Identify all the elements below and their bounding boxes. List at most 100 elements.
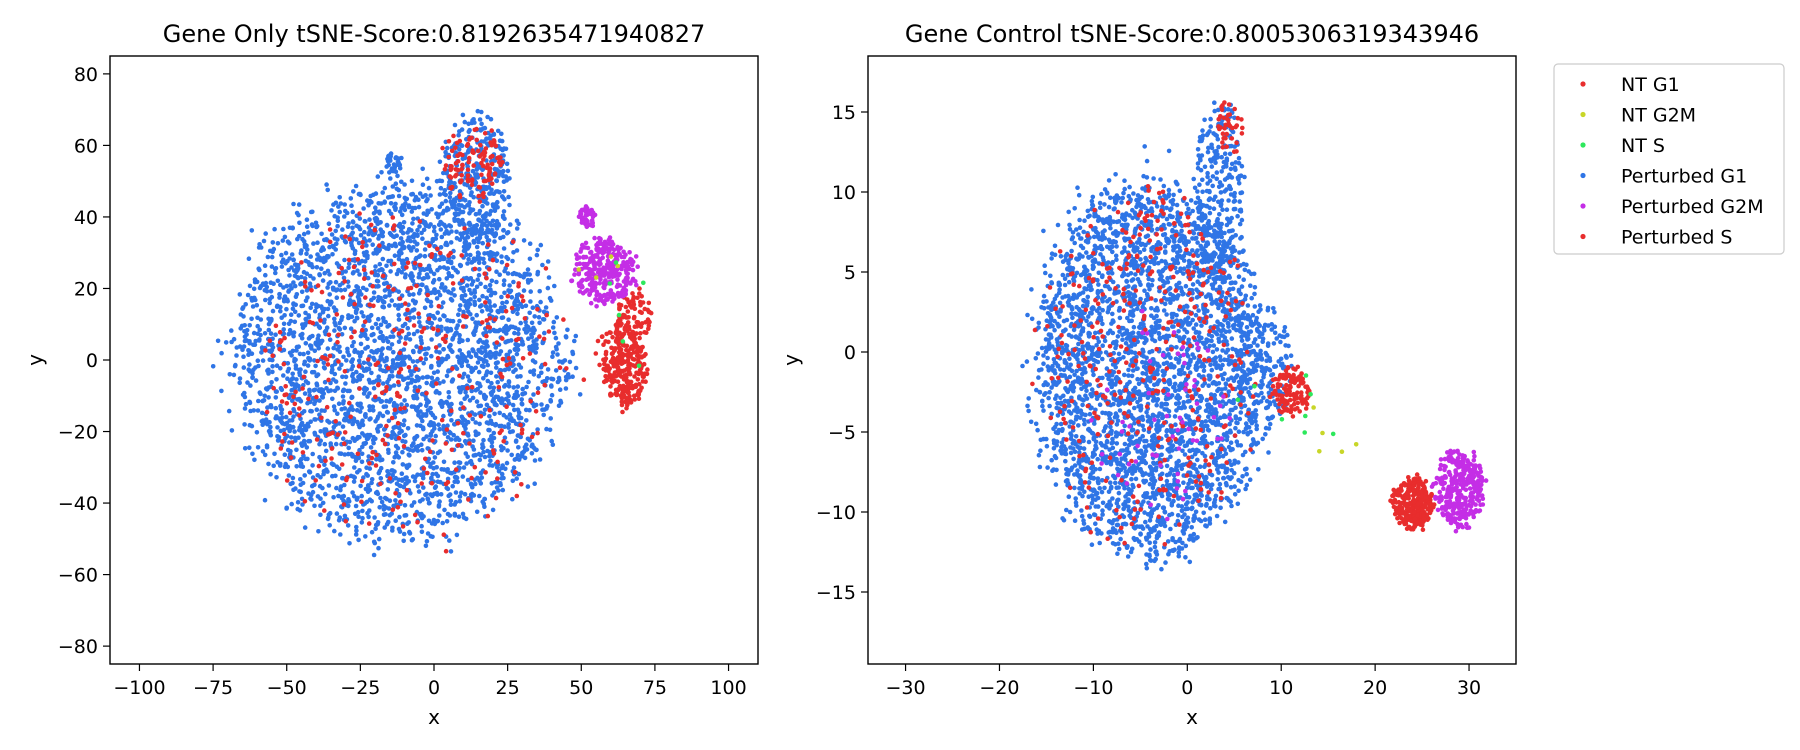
data-point bbox=[624, 405, 629, 411]
data-point bbox=[458, 231, 463, 236]
data-point bbox=[498, 155, 503, 160]
data-point bbox=[383, 246, 389, 251]
data-point bbox=[425, 292, 431, 298]
data-point bbox=[372, 227, 378, 233]
data-point bbox=[474, 399, 480, 404]
data-point bbox=[487, 169, 492, 175]
data-point bbox=[305, 363, 311, 368]
data-point bbox=[301, 231, 307, 237]
data-point bbox=[430, 383, 436, 389]
data-point bbox=[448, 291, 454, 296]
data-point bbox=[354, 237, 359, 242]
data-point bbox=[484, 218, 489, 224]
data-point bbox=[326, 332, 332, 338]
data-point bbox=[635, 348, 640, 353]
data-point bbox=[439, 234, 445, 240]
data-point bbox=[563, 377, 569, 383]
data-point bbox=[520, 386, 525, 392]
axes-frame bbox=[109, 55, 759, 665]
data-point bbox=[402, 398, 407, 403]
data-point bbox=[438, 492, 444, 497]
data-point bbox=[320, 500, 326, 506]
data-point bbox=[512, 300, 517, 305]
data-point bbox=[631, 302, 637, 307]
data-point bbox=[477, 304, 483, 309]
data-point bbox=[331, 345, 337, 351]
data-point bbox=[396, 267, 402, 273]
data-point bbox=[418, 253, 423, 258]
data-point bbox=[423, 543, 429, 549]
data-point bbox=[402, 321, 408, 327]
data-point bbox=[390, 374, 395, 379]
data-point bbox=[318, 256, 323, 261]
data-point bbox=[240, 306, 245, 312]
data-point bbox=[411, 216, 416, 222]
data-point bbox=[531, 368, 537, 373]
data-point bbox=[472, 294, 478, 300]
data-point bbox=[350, 220, 356, 225]
data-point bbox=[409, 372, 414, 378]
data-point bbox=[393, 518, 399, 523]
data-point bbox=[452, 218, 458, 223]
x-axis-label: x bbox=[428, 705, 440, 729]
data-point bbox=[439, 201, 445, 206]
data-point bbox=[257, 285, 263, 291]
data-point bbox=[489, 380, 494, 386]
data-point bbox=[461, 465, 467, 470]
data-point bbox=[418, 324, 423, 329]
data-point bbox=[446, 390, 452, 395]
data-point bbox=[553, 368, 559, 373]
data-point bbox=[619, 254, 624, 260]
data-point bbox=[277, 329, 283, 335]
data-point bbox=[422, 267, 427, 273]
data-point bbox=[411, 331, 417, 337]
data-point bbox=[511, 250, 516, 255]
data-point bbox=[287, 418, 292, 423]
data-point bbox=[404, 334, 409, 340]
data-point bbox=[255, 315, 260, 321]
data-point bbox=[447, 513, 453, 518]
data-point bbox=[339, 332, 345, 337]
data-point bbox=[443, 198, 449, 204]
data-point bbox=[593, 297, 598, 302]
data-point bbox=[486, 288, 492, 294]
data-point bbox=[330, 430, 336, 436]
data-point bbox=[451, 133, 456, 139]
data-point bbox=[237, 376, 243, 381]
data-point bbox=[428, 222, 433, 227]
data-point bbox=[470, 347, 475, 352]
data-point bbox=[448, 250, 453, 256]
data-point bbox=[318, 512, 323, 518]
data-point bbox=[367, 391, 372, 396]
data-point bbox=[479, 309, 485, 314]
data-point bbox=[465, 385, 470, 391]
scatter-panel-gene-only: Gene Only tSNE-Score:0.8192635471940827 … bbox=[23, 20, 759, 729]
data-point bbox=[307, 438, 313, 444]
data-point bbox=[441, 347, 446, 352]
data-point bbox=[373, 205, 378, 210]
data-point bbox=[511, 385, 516, 390]
data-point bbox=[406, 375, 411, 381]
data-point bbox=[397, 296, 403, 301]
data-point bbox=[419, 442, 424, 448]
data-point bbox=[325, 306, 331, 312]
data-point bbox=[514, 345, 520, 350]
data-point bbox=[364, 465, 369, 471]
data-point bbox=[360, 444, 365, 450]
data-point bbox=[371, 355, 376, 361]
data-point bbox=[474, 137, 480, 143]
data-point bbox=[570, 374, 575, 380]
data-point bbox=[329, 232, 335, 237]
data-point bbox=[270, 364, 275, 369]
data-point bbox=[412, 239, 417, 244]
data-point bbox=[475, 277, 481, 283]
data-point bbox=[603, 351, 609, 357]
data-point bbox=[356, 291, 362, 297]
data-point bbox=[355, 470, 360, 475]
data-point bbox=[483, 353, 488, 359]
data-point bbox=[396, 312, 402, 318]
x-tick-label: −25 bbox=[340, 677, 380, 699]
data-point bbox=[433, 484, 439, 489]
data-point bbox=[358, 351, 363, 357]
data-point bbox=[303, 284, 308, 289]
